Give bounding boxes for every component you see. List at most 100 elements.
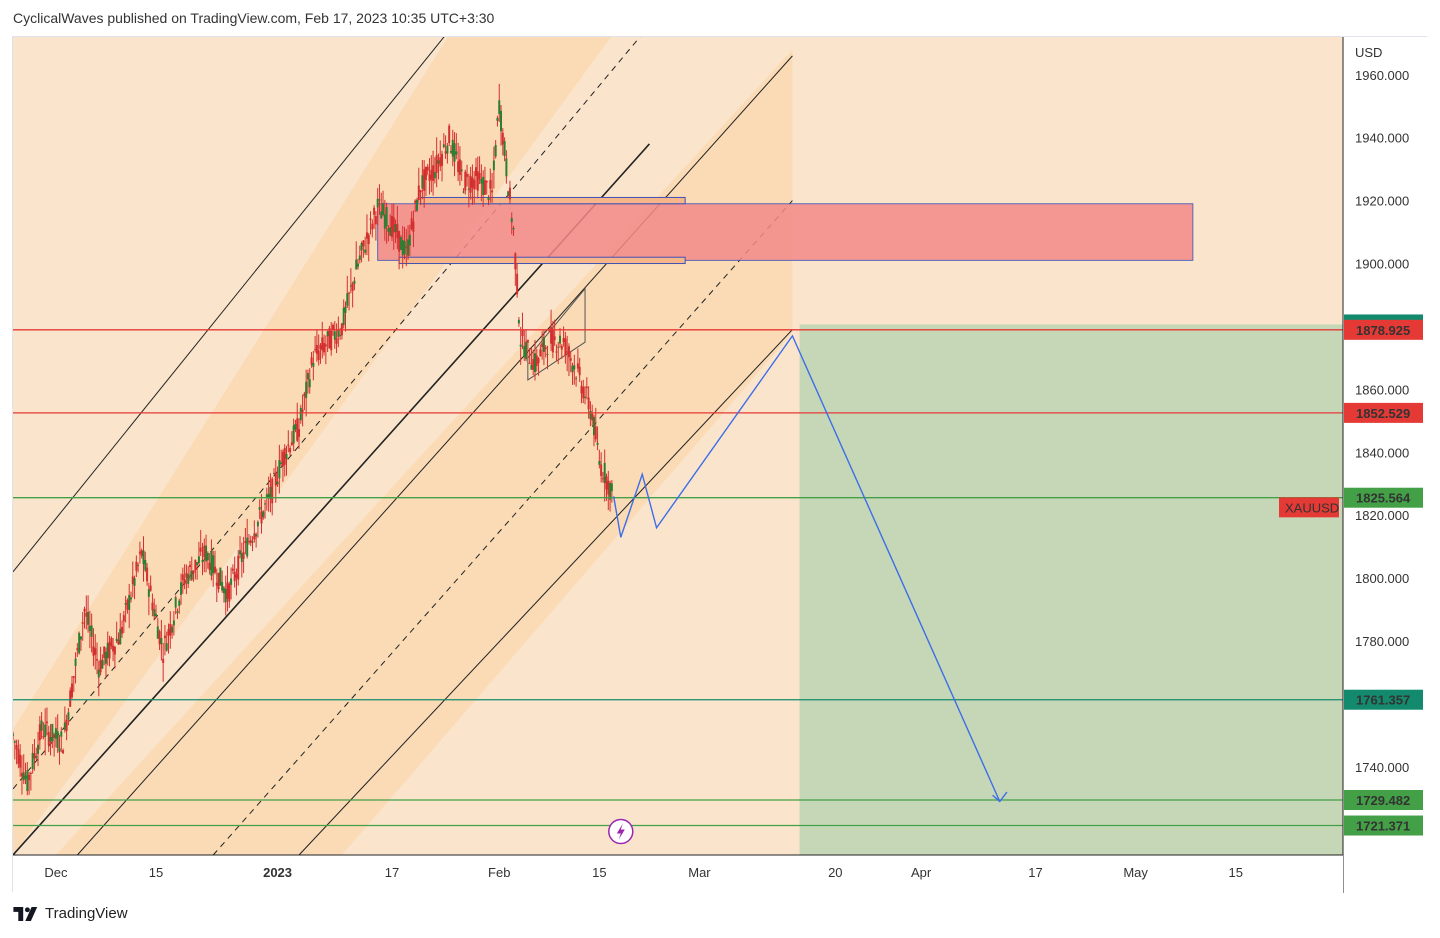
candle-body [292,425,295,444]
candle-body [192,570,195,574]
candle-body [407,239,410,256]
y-tick-label: 1940.000 [1355,131,1409,146]
candle-body [153,609,156,617]
candle-body [226,582,229,599]
candle-body [390,216,393,238]
candle-body [489,180,492,189]
candle-body [15,744,18,750]
candle-body [337,329,340,337]
candle-body [283,448,286,465]
candle-body [360,243,363,251]
candle-body [423,169,426,191]
candle-body [385,207,388,227]
candle-body [319,344,322,350]
candle-body [480,178,483,184]
candle-body [188,564,191,567]
candle-body [78,633,81,654]
candle-body [324,344,327,347]
publish-header: CyclicalWaves published on TradingView.c… [13,10,495,26]
candle-body [466,174,469,177]
candle-body [60,731,63,737]
candle-body [578,366,581,376]
candle-body [85,612,88,617]
x-tick-label: Apr [911,865,932,880]
candle-body [562,338,565,343]
price-chart[interactable]: USD1960.0001940.0001920.0001900.0001880.… [13,37,1428,893]
candle-body [171,626,174,633]
candle-body [103,646,106,659]
candle-body [582,386,585,399]
candle-body [455,151,458,155]
candle-body [560,346,563,350]
candle-body [521,329,524,336]
candle-body [328,328,331,349]
candle-body [201,560,204,563]
candle-body [208,562,211,571]
candle-body [289,448,292,453]
candle-body [348,292,351,294]
candle-body [267,493,270,499]
candle-body [306,373,309,380]
candle-body [178,600,181,606]
candle-body [346,293,349,306]
candle-body [514,253,517,270]
candle-body [349,285,352,287]
candle-body [487,197,490,201]
y-tick-label: 1900.000 [1355,257,1409,272]
candle-body [437,160,440,164]
candle-body [382,203,385,215]
symbol-badge [1279,497,1339,518]
candle-body [196,562,199,565]
candle-body [274,472,277,486]
candle-body [83,608,86,612]
candle-body [106,642,109,659]
candle-body [353,280,356,284]
channel-line-top [13,37,445,573]
candle-body [600,464,603,477]
candle-body [246,537,249,557]
candle-body [253,533,256,540]
candle-body [396,224,399,239]
candle-body [117,639,120,645]
candle-body [378,199,381,201]
candle-body [609,482,612,500]
candle-body [113,646,116,655]
y-tick-label: 1820.000 [1355,508,1409,523]
candle-body [376,198,379,208]
candle-body [219,567,222,586]
candle-body [210,551,213,576]
candle-body [65,719,68,731]
candle-body [403,240,406,255]
candle-body [205,545,208,562]
price-badge-label: 1852.529 [1356,406,1410,421]
candle-body [610,483,613,492]
candle-body [280,462,283,465]
candle-body [557,346,560,348]
price-badge-3 [1344,487,1423,508]
y-tick-label: 1800.000 [1355,571,1409,586]
symbol-badge-label: XAUUSD [1285,500,1339,515]
candle-body [299,407,302,421]
candle-body [326,331,329,337]
y-tick-label: 1860.000 [1355,382,1409,397]
candle-body [112,645,115,652]
zone-bottom-bar [398,256,686,265]
candle-body [67,712,70,720]
x-tick-label: 15 [149,865,163,880]
candle-body [122,615,125,622]
candle-body [467,188,470,190]
candle-body [421,175,424,189]
candle-body [110,637,113,647]
candle-body [333,331,336,340]
candle-body [162,658,165,664]
candle-body [240,553,243,563]
candle-body [235,574,238,578]
chart-frame[interactable]: USD1960.0001940.0001920.0001900.0001880.… [12,36,1428,893]
candle-body [589,410,592,420]
candle-body [448,125,451,144]
candle-body [417,185,420,200]
candle-body [45,721,48,724]
candle-body [462,191,465,193]
candle-body [442,144,445,148]
candle-body [215,582,218,586]
